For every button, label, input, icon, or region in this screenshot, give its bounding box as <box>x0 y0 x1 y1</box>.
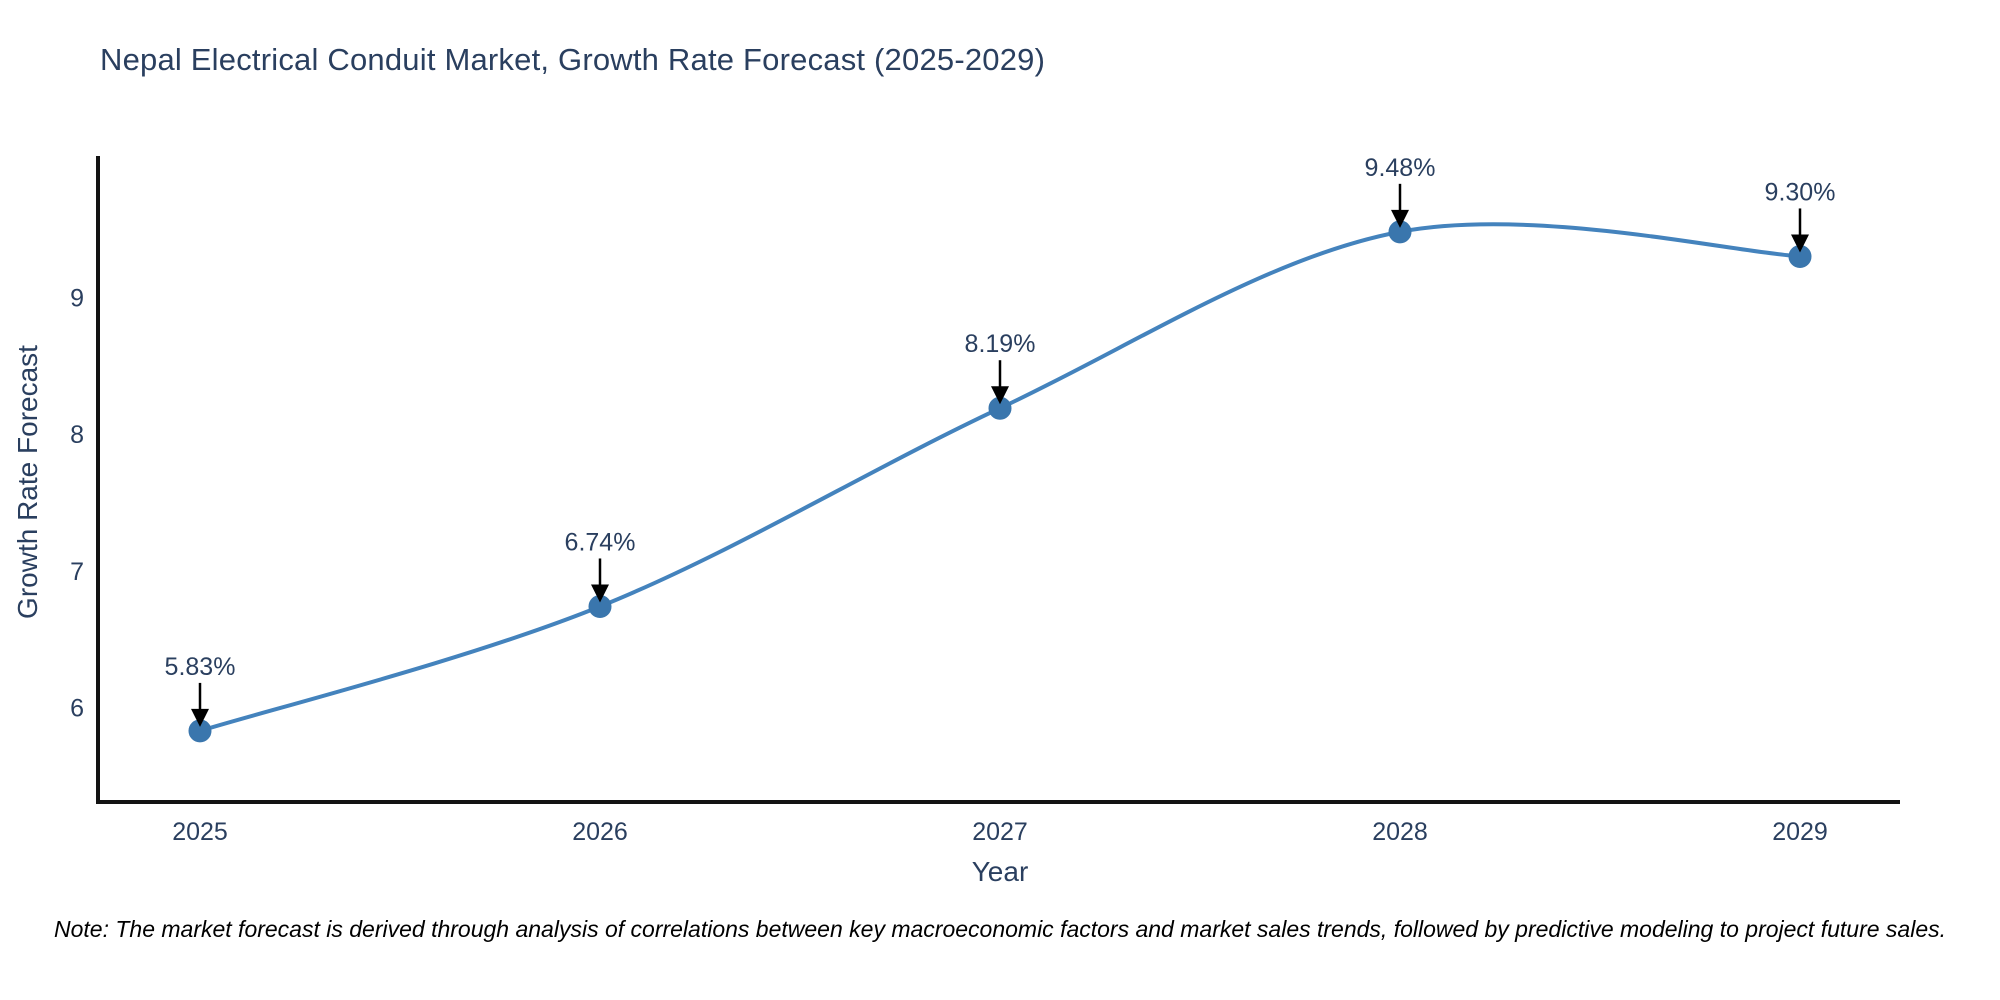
data-point-label: 9.30% <box>1765 178 1836 206</box>
data-point-label: 9.48% <box>1365 154 1436 182</box>
y-axis-title: Growth Rate Forecast <box>12 345 43 619</box>
y-tick-label: 9 <box>70 284 84 312</box>
y-tick-label: 7 <box>70 558 84 586</box>
x-tick-label: 2025 <box>172 818 228 846</box>
annotation-arrowhead <box>991 386 1009 405</box>
data-point-label: 6.74% <box>565 528 636 556</box>
x-tick-label: 2028 <box>1372 818 1428 846</box>
annotation-arrowhead <box>591 584 609 603</box>
annotation-arrowhead <box>1791 234 1809 253</box>
y-tick-label: 8 <box>70 421 84 449</box>
x-axis-title: Year <box>971 856 1029 887</box>
data-point-label: 8.19% <box>965 330 1036 358</box>
annotation-arrowhead <box>191 708 209 727</box>
chart-note: Note: The market forecast is derived thr… <box>53 916 1947 942</box>
x-tick-label: 2029 <box>1772 818 1828 846</box>
forecast-line-series <box>198 222 1802 733</box>
data-point-label: 5.83% <box>165 653 236 681</box>
page-title: Nepal Electrical Conduit Market, Growth … <box>100 42 1046 77</box>
x-tick-label: 2027 <box>972 818 1028 846</box>
y-tick-label: 6 <box>70 695 84 723</box>
annotation-arrowhead <box>1391 209 1409 228</box>
x-tick-label: 2026 <box>572 818 628 846</box>
